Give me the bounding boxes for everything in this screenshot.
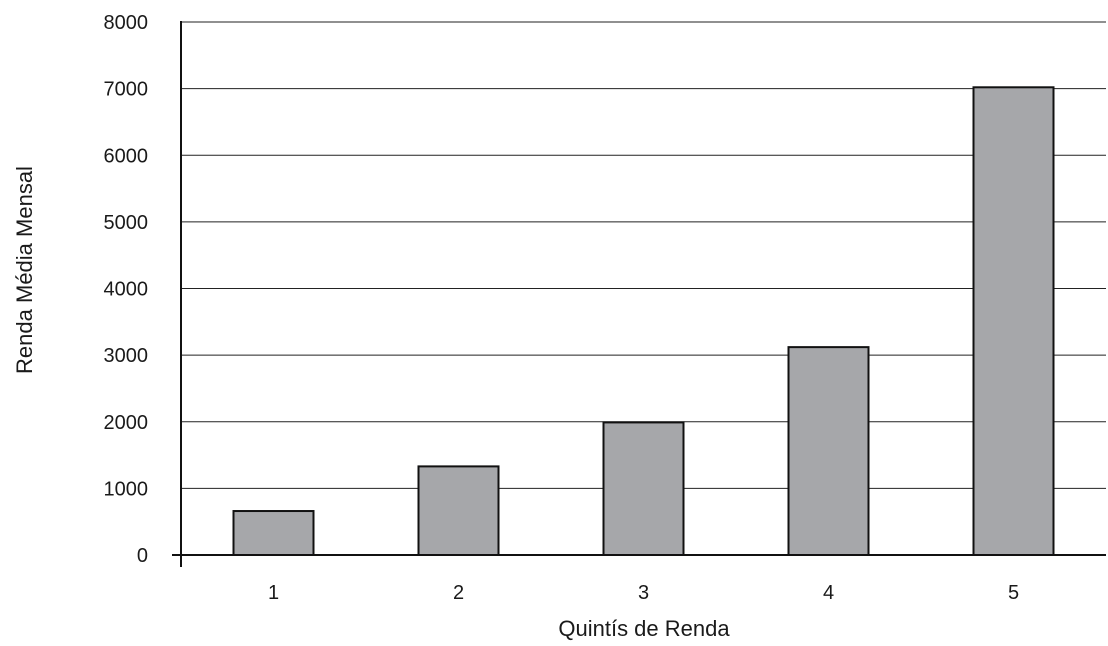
bar-5 <box>972 86 1055 556</box>
y-tick-label: 2000 <box>104 412 149 434</box>
x-tick-label: 5 <box>1008 582 1019 604</box>
x-tick-label: 4 <box>823 582 834 604</box>
y-tick-label: 0 <box>137 545 148 567</box>
y-tick-label: 1000 <box>104 478 149 500</box>
bars <box>232 86 1055 557</box>
y-tick-label: 7000 <box>104 79 149 101</box>
y-axis-title: Renda Média Mensal <box>12 166 37 374</box>
x-axis-title: Quintís de Renda <box>558 616 730 641</box>
bar-4 <box>787 346 870 556</box>
y-tick-label: 3000 <box>104 345 149 367</box>
x-tick-label: 2 <box>453 582 464 604</box>
y-tick-label: 5000 <box>104 212 149 234</box>
bar-1 <box>232 510 315 556</box>
y-tick-labels: 0 1000 2000 3000 4000 5000 6000 7000 8000 <box>104 12 149 567</box>
y-tick-label: 8000 <box>104 12 149 34</box>
axes <box>172 21 1106 567</box>
x-tick-label: 3 <box>638 582 649 604</box>
gridlines <box>181 21 1106 489</box>
y-tick-label: 6000 <box>104 145 149 167</box>
x-tick-label: 1 <box>268 582 279 604</box>
y-tick-label: 4000 <box>104 279 149 301</box>
bar-2 <box>417 465 500 557</box>
x-tick-labels: 1 2 3 4 5 <box>268 582 1019 604</box>
bar-3 <box>602 421 685 557</box>
